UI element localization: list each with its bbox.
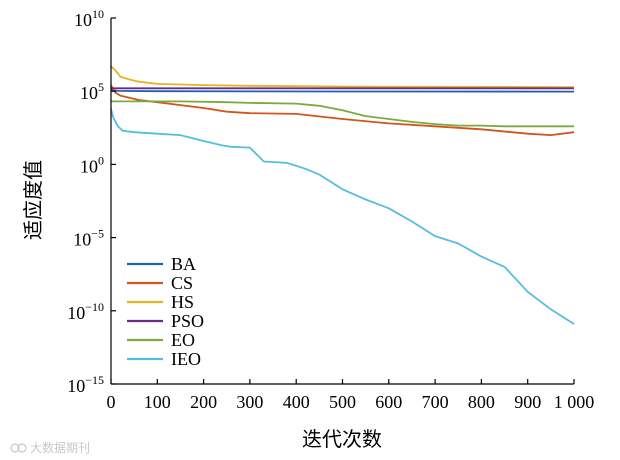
y-tick-label: 1010 (74, 7, 104, 30)
series-group (110, 65, 575, 325)
x-tick-label: 900 (514, 392, 541, 412)
x-tick-label: 700 (422, 392, 449, 412)
series-line-hs (110, 65, 575, 88)
series-line-eo (111, 100, 574, 128)
x-tick-label: 0 (107, 392, 116, 412)
x-tick-label: 400 (283, 392, 310, 412)
series-line-cs (110, 84, 575, 137)
x-axis-title: 迭代次数 (302, 427, 382, 451)
y-tick-label: 100 (80, 153, 104, 176)
series-line-ba (110, 88, 575, 93)
legend-label-cs: CS (171, 273, 193, 293)
x-tick-label: 600 (375, 392, 402, 412)
y-tick-label: 10−15 (67, 373, 104, 396)
legend-label-ieo: IEO (171, 349, 201, 369)
x-tick-label: 800 (468, 392, 495, 412)
watermark: 大数据期刊 (10, 440, 90, 455)
x-tick-label: 200 (190, 392, 217, 412)
y-axis-title: 适应度值 (21, 160, 45, 240)
y-tick-label: 10−10 (67, 300, 104, 323)
legend-label-ba: BA (171, 254, 196, 274)
legend-label-eo: EO (171, 330, 195, 350)
x-tick-label: 500 (329, 392, 356, 412)
y-tick-label: 105 (80, 80, 104, 103)
axes: 0 100 200 300 400 500 600 700 800 900 1 000 1010 105… (67, 7, 594, 412)
x-tick-label: 1 000 (554, 392, 595, 412)
watermark-text: 大数据期刊 (30, 440, 90, 455)
x-tick-label: 300 (236, 392, 263, 412)
legend-label-pso: PSO (171, 311, 204, 331)
series-line-ieo (110, 108, 575, 325)
legend-label-hs: HS (171, 292, 194, 312)
y-tick-label: 10−5 (73, 227, 104, 250)
watermark-logo-icon-2 (17, 443, 27, 453)
x-tick-label: 100 (144, 392, 171, 412)
watermark-logo-icon (10, 443, 20, 453)
